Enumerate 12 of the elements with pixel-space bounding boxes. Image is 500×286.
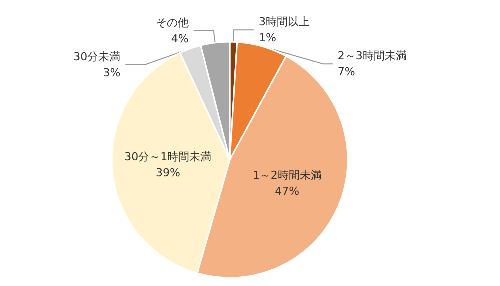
data-label: 39%	[156, 166, 180, 180]
data-label: 7%	[338, 66, 356, 79]
data-label: 1%	[259, 32, 276, 45]
data-label: 3%	[103, 66, 121, 80]
slice-label: 3時間以上	[259, 16, 310, 29]
slice-label: 1～2時間未満	[252, 169, 322, 182]
slice-label: 30分～1時間未満	[124, 150, 212, 164]
data-label: 4%	[171, 32, 189, 46]
slice-label: その他	[156, 16, 189, 30]
data-label: 47%	[275, 185, 300, 198]
slice-label: 30分未満	[74, 50, 121, 64]
slice-label: 2～3時間未満	[338, 50, 407, 63]
